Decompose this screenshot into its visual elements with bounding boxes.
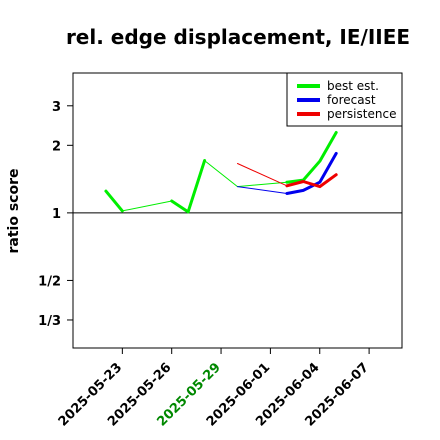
y-tick-label: 1/3: [38, 314, 61, 329]
y-axis-label: ratio score: [6, 169, 22, 254]
y-tick-label: 2: [52, 139, 61, 154]
series-line-persistence: [285, 173, 338, 189]
x-axis: 2025-05-232025-05-262025-05-292025-06-01…: [56, 348, 372, 430]
series-line-forecast: [237, 186, 288, 194]
series-group: [104, 131, 338, 214]
series-line-best-est: [285, 131, 338, 184]
series-line-persistence: [237, 163, 288, 187]
y-tick-label: 1: [52, 207, 61, 222]
y-axis: 1/3 1/2 1 2 3: [38, 100, 73, 329]
y-tick-label: 1/2: [38, 274, 61, 289]
plot-frame: [72, 72, 403, 349]
legend-label-best-est: best est.: [327, 79, 379, 93]
series-line-best-est: [104, 189, 124, 213]
series-line-best-est: [204, 160, 288, 188]
y-tick-label: 3: [52, 100, 61, 115]
series-line-best-est: [170, 159, 207, 214]
legend: best est. forecast persistence: [286, 72, 403, 127]
series-line-best-est: [121, 200, 173, 212]
series-line-forecast: [285, 151, 338, 195]
legend-label-persistence: persistence: [327, 107, 396, 121]
legend-label-forecast: forecast: [327, 93, 376, 107]
chart-title: rel. edge displacement, IE/IIEE: [66, 25, 410, 49]
